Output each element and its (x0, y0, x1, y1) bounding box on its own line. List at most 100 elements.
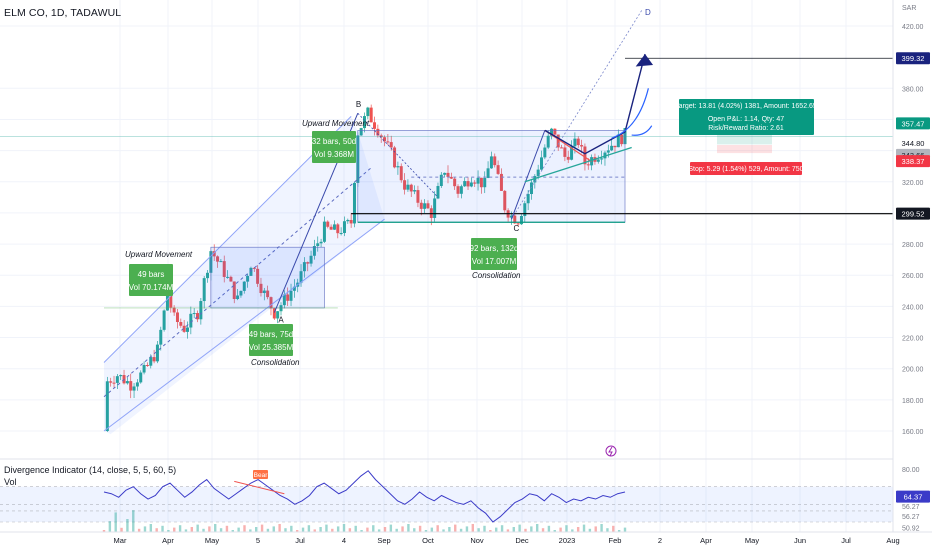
tp-marker: 357.47 (902, 119, 925, 128)
candle (576, 138, 580, 146)
point-label-d: D (645, 8, 651, 17)
candle (453, 178, 457, 187)
stop-label-box (690, 162, 802, 175)
candle (526, 194, 530, 204)
candle (610, 145, 614, 151)
candle (152, 357, 156, 362)
volume-bar (547, 525, 551, 532)
volume-bar (190, 527, 194, 532)
time-tick: 5 (256, 536, 260, 545)
volume-bar (278, 524, 281, 532)
candle (600, 158, 604, 160)
candle (409, 184, 413, 192)
osc-tick: 56.27 (902, 514, 920, 521)
volume-bar (307, 525, 311, 532)
candle (259, 283, 263, 294)
time-tick: May (205, 536, 219, 545)
volume-bar (167, 530, 170, 532)
time-tick: 4 (342, 536, 346, 545)
candle (276, 311, 280, 319)
candle (463, 181, 467, 187)
price-tick: 260.00 (902, 273, 924, 280)
price-tick: 220.00 (902, 336, 924, 343)
candle (349, 219, 353, 224)
volume-bar (495, 527, 498, 532)
tp-marker-bg (896, 117, 930, 130)
volume-bar (612, 525, 615, 532)
candle (540, 157, 544, 170)
volume-bar (325, 524, 328, 532)
volume-bar (518, 524, 521, 532)
candle (269, 297, 273, 309)
upward1-text: Vol 70.174M (129, 283, 174, 292)
candle (466, 181, 470, 187)
volume-label[interactable]: Vol (4, 477, 17, 487)
candle (523, 203, 527, 217)
candle (386, 141, 390, 143)
volume-bar (260, 524, 264, 532)
candle (165, 294, 169, 311)
volume-bar (272, 526, 275, 532)
indicator-label[interactable]: Divergence Indicator (14, close, 5, 5, 6… (4, 465, 177, 475)
price-tick: 380.00 (902, 86, 924, 93)
channel-fill (104, 116, 385, 435)
arrow-head (635, 54, 654, 67)
volume-bar (448, 527, 451, 532)
volume-bar (319, 527, 322, 532)
volume-bar (500, 525, 504, 532)
candle (302, 262, 306, 272)
volume-bar (149, 524, 153, 532)
upward-movement-label: Upward Movement (125, 250, 193, 259)
candle (185, 327, 189, 332)
volume-bar (266, 528, 270, 532)
volume-bar (196, 524, 199, 532)
candle (242, 281, 246, 291)
trend-cd (511, 10, 643, 220)
volume-bar (342, 524, 346, 532)
open-pnl-text: Open P&L: 1.14, Qty: 47 (708, 116, 784, 123)
bear-tag-text: Bear (254, 472, 269, 479)
candle (135, 382, 139, 387)
candle (346, 219, 350, 222)
price-tick: 180.00 (902, 398, 924, 405)
candle (363, 116, 366, 129)
time-tick: Oct (422, 536, 435, 545)
consolidation-label: Consolidation (472, 271, 521, 280)
osc-tick: 80.00 (902, 467, 920, 474)
candle (620, 134, 624, 145)
candle (196, 313, 200, 320)
candle (352, 182, 356, 224)
oscillator-line (103, 470, 626, 523)
candle (336, 224, 340, 234)
candle (216, 256, 220, 262)
volume-bar (465, 526, 469, 532)
volume-bar (413, 528, 416, 532)
price-tick: 160.00 (902, 429, 924, 436)
volume-bar (483, 525, 486, 532)
volume-bar (401, 526, 404, 532)
volume-bar (108, 521, 112, 532)
consol2-text: Vol 17.007M (472, 257, 517, 266)
candle (476, 177, 480, 184)
leg-up (510, 130, 546, 220)
target-marker-bg (896, 52, 930, 65)
osc-current: 64.37 (904, 493, 923, 502)
candle (519, 216, 523, 225)
volume-bar (524, 528, 527, 532)
range-box (210, 246, 325, 309)
time-tick: May (745, 536, 759, 545)
upward1-text: 49 bars (138, 270, 165, 279)
candle (149, 357, 153, 366)
candle (359, 128, 363, 136)
candle (473, 182, 477, 184)
candle (252, 267, 256, 269)
volume-bar (424, 530, 428, 532)
candle (145, 364, 149, 366)
candle (483, 177, 487, 188)
candle (132, 386, 136, 391)
volume-bar (576, 527, 580, 532)
consol1-text: 49 bars, 75d (249, 330, 293, 339)
candle (516, 223, 520, 225)
price-tick: 320.00 (902, 180, 924, 187)
